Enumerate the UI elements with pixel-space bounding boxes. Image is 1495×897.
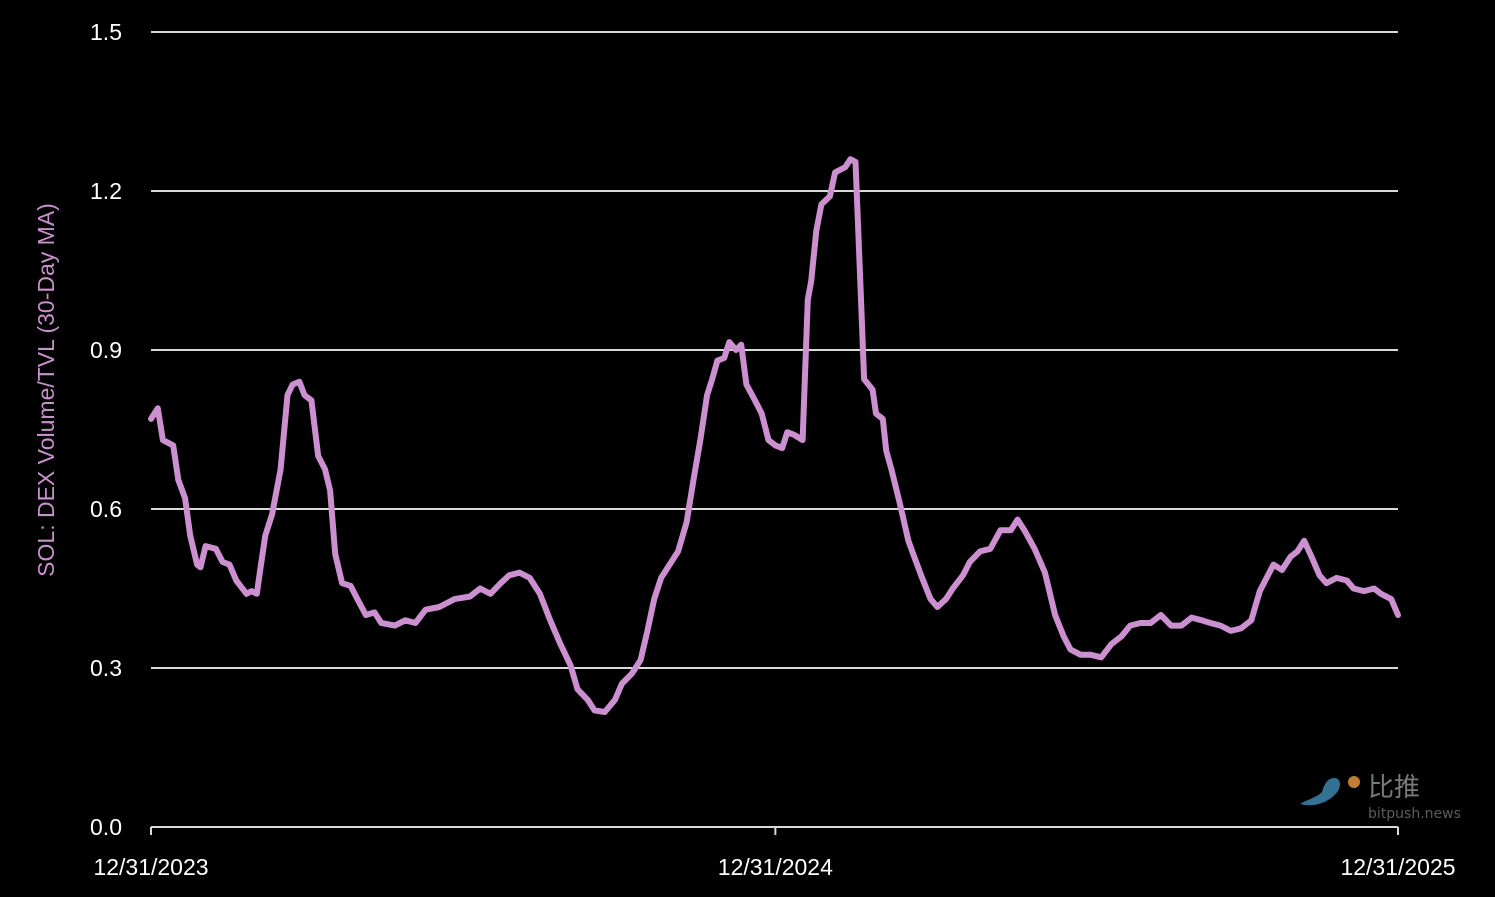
y-tick-label: 1.5 (90, 19, 122, 45)
gridlines (151, 31, 1398, 669)
x-axis: 12/31/2023 12/31/2024 12/31/2025 (93, 826, 1456, 880)
watermark-brand-en: bitpush.news (1368, 806, 1461, 822)
bird-logo-icon (1300, 778, 1341, 806)
y-axis-label: SOL: DEX Volume/TVL (30-Day MA) (33, 203, 59, 577)
x-tick-label: 12/31/2023 (93, 854, 208, 880)
bitcoin-coin-icon (1348, 776, 1360, 788)
watermark-brand-cn: 比推 (1368, 773, 1420, 803)
y-axis-ticks: 0.0 0.3 0.6 0.9 1.2 1.5 (90, 19, 122, 840)
y-tick-label: 0.0 (90, 814, 122, 840)
y-tick-label: 0.6 (90, 496, 122, 522)
watermark: 比推 bitpush.news (1300, 773, 1461, 822)
series-line (148, 156, 1401, 715)
y-tick-label: 0.3 (90, 655, 122, 681)
y-tick-label: 1.2 (90, 178, 122, 204)
x-tick-label: 12/31/2024 (718, 854, 833, 880)
y-tick-label: 0.9 (90, 337, 122, 363)
x-tick-label: 12/31/2025 (1340, 854, 1455, 880)
